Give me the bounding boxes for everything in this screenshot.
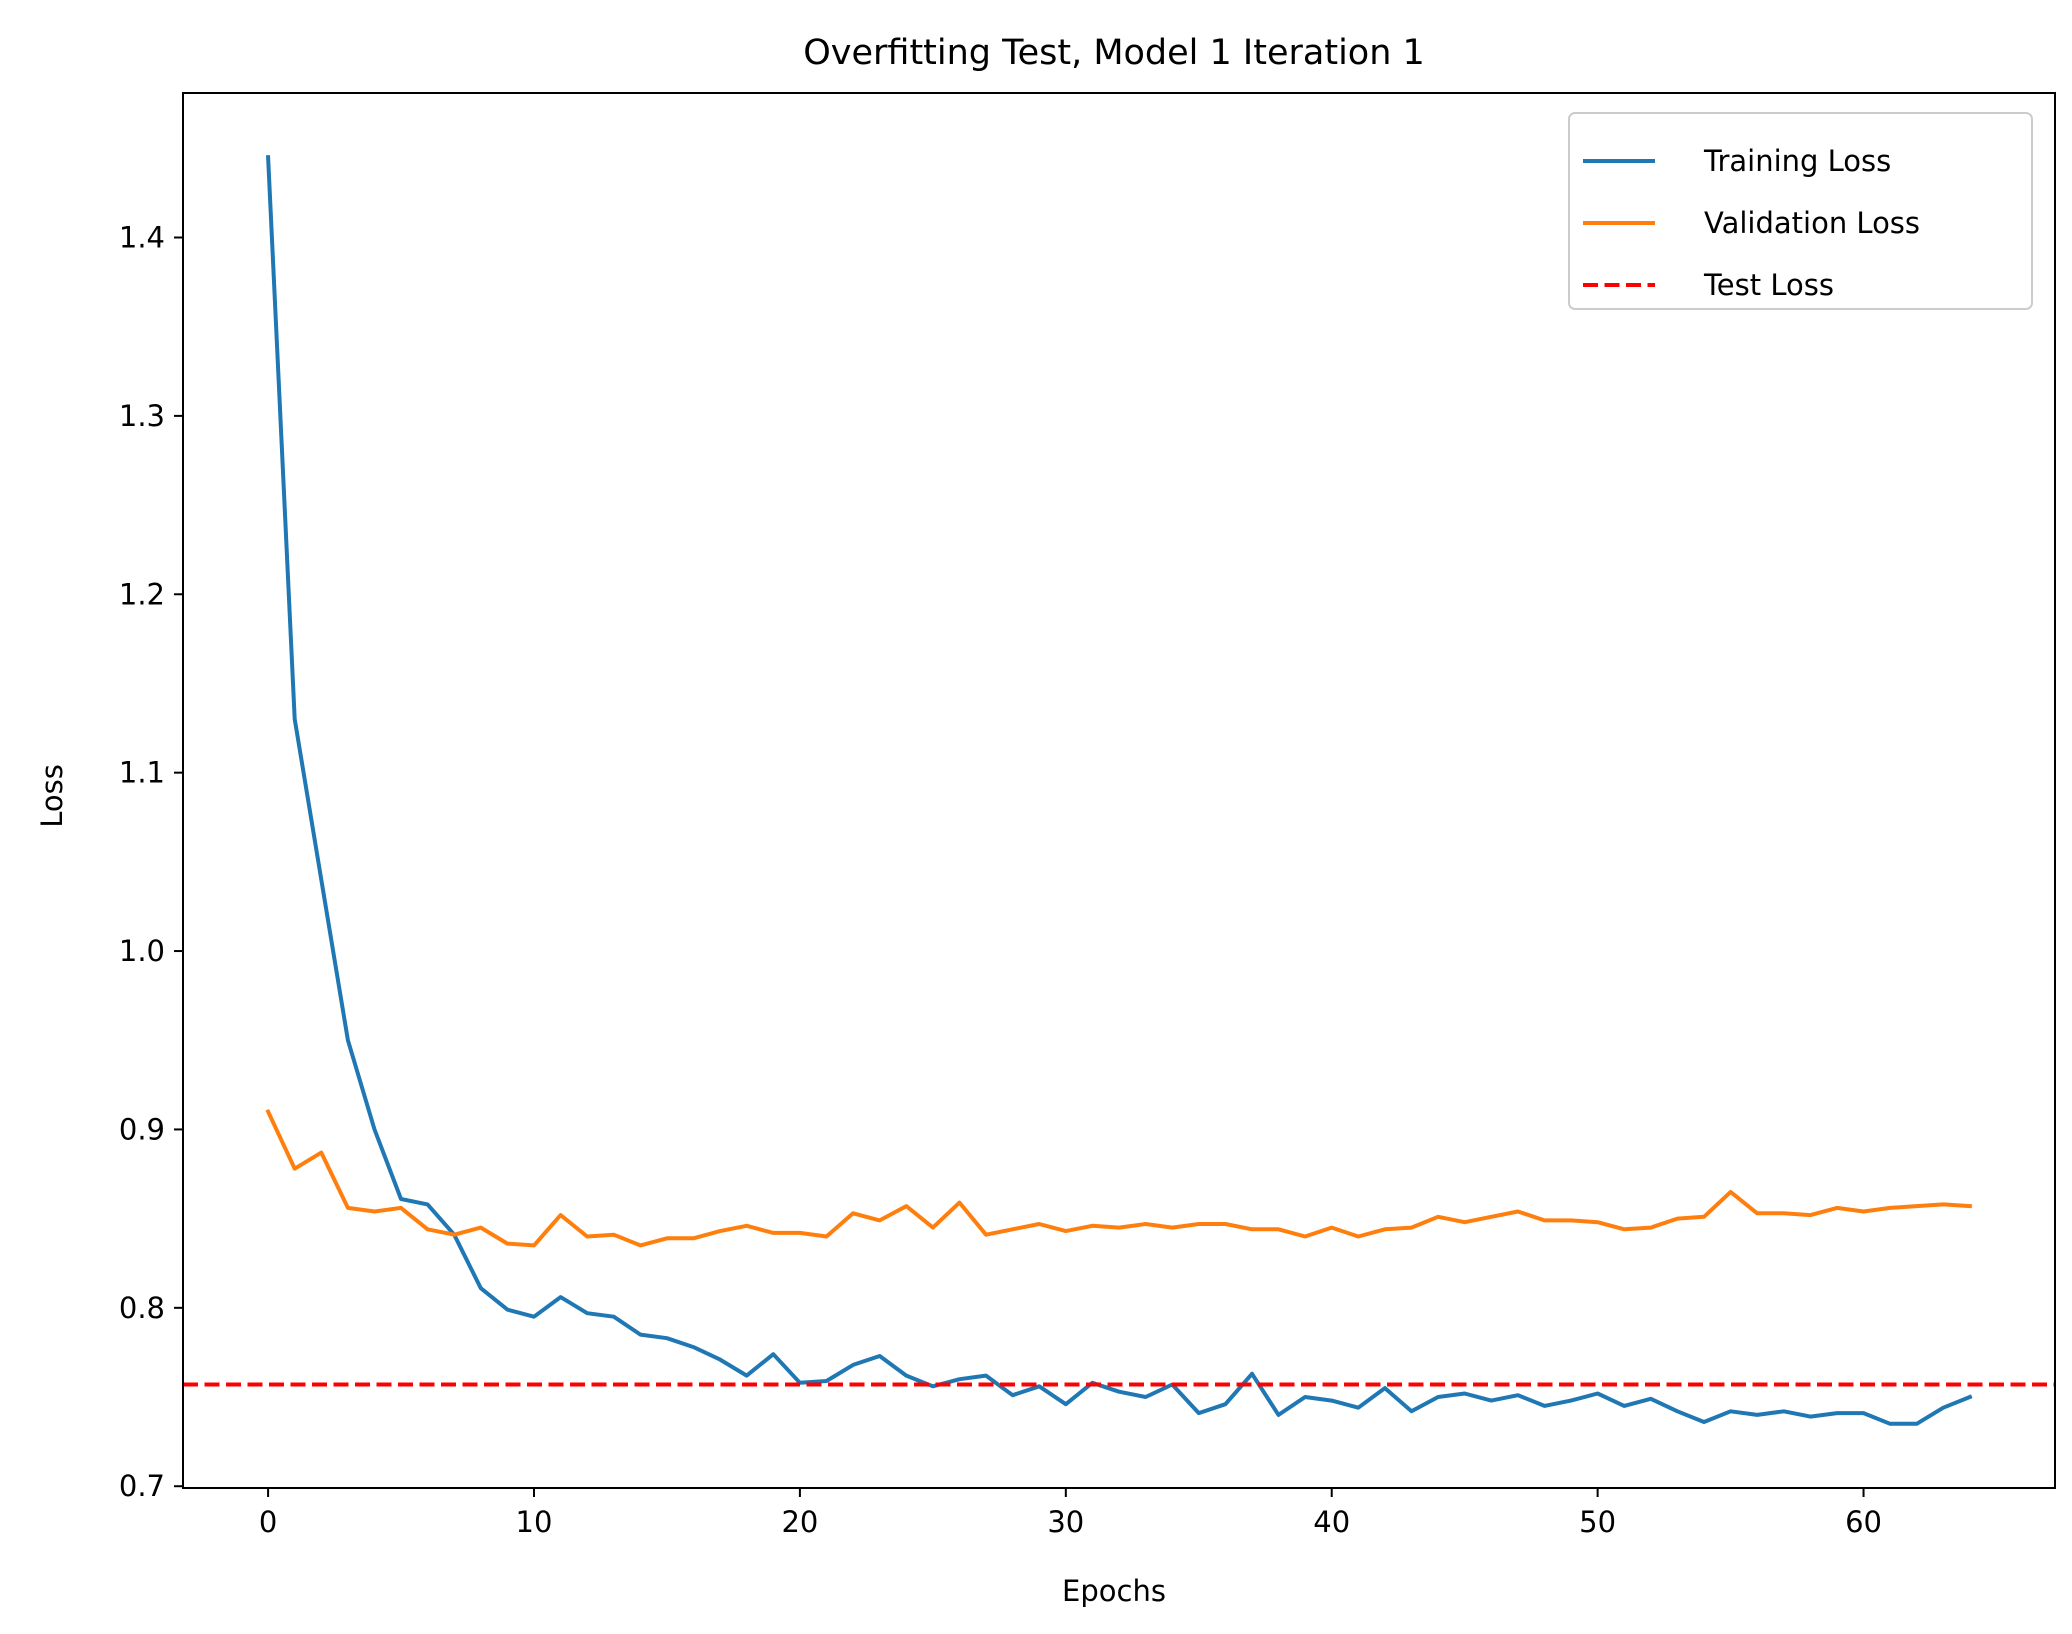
x-axis-label: Epochs — [1062, 1574, 1166, 1608]
validation-loss-line — [265, 1108, 1973, 1248]
x-tick-label: 50 — [1579, 1505, 1616, 1539]
legend-box — [1568, 112, 2033, 310]
x-axis: 0 10 20 30 40 50 60 — [259, 1488, 1882, 1539]
legend-label-training-loss: Training Loss — [1703, 144, 1891, 178]
series-group — [183, 155, 2055, 1426]
x-tick-label: 0 — [259, 1505, 277, 1539]
x-tick-label: 20 — [781, 1505, 818, 1539]
y-tick-label: 0.9 — [119, 1112, 165, 1146]
y-tick-label: 1.2 — [119, 577, 165, 611]
x-tick-label: 30 — [1047, 1505, 1084, 1539]
legend: Training Loss Validation Loss Test Loss — [1568, 112, 2033, 310]
x-tick-label: 10 — [516, 1505, 553, 1539]
y-tick-label: 0.7 — [119, 1469, 165, 1503]
legend-label-validation-loss: Validation Loss — [1704, 206, 1920, 240]
chart-title: Overfitting Test, Model 1 Iteration 1 — [803, 33, 1425, 73]
y-axis: 0.7 0.8 0.9 1.0 1.1 1.2 1.3 1.4 — [119, 220, 183, 1503]
training-loss-line — [266, 155, 1973, 1426]
y-tick-label: 1.1 — [119, 756, 165, 790]
plot-area — [182, 92, 2056, 1489]
plot-frame — [182, 92, 2056, 1489]
y-axis-label: Loss — [35, 764, 69, 828]
x-tick-label: 60 — [1845, 1505, 1882, 1539]
y-tick-label: 1.0 — [119, 934, 165, 968]
y-tick-label: 1.3 — [119, 399, 165, 433]
x-tick-label: 40 — [1313, 1505, 1350, 1539]
legend-label-test-loss: Test Loss — [1703, 268, 1834, 302]
y-tick-label: 1.4 — [119, 220, 165, 254]
y-tick-label: 0.8 — [119, 1291, 165, 1325]
